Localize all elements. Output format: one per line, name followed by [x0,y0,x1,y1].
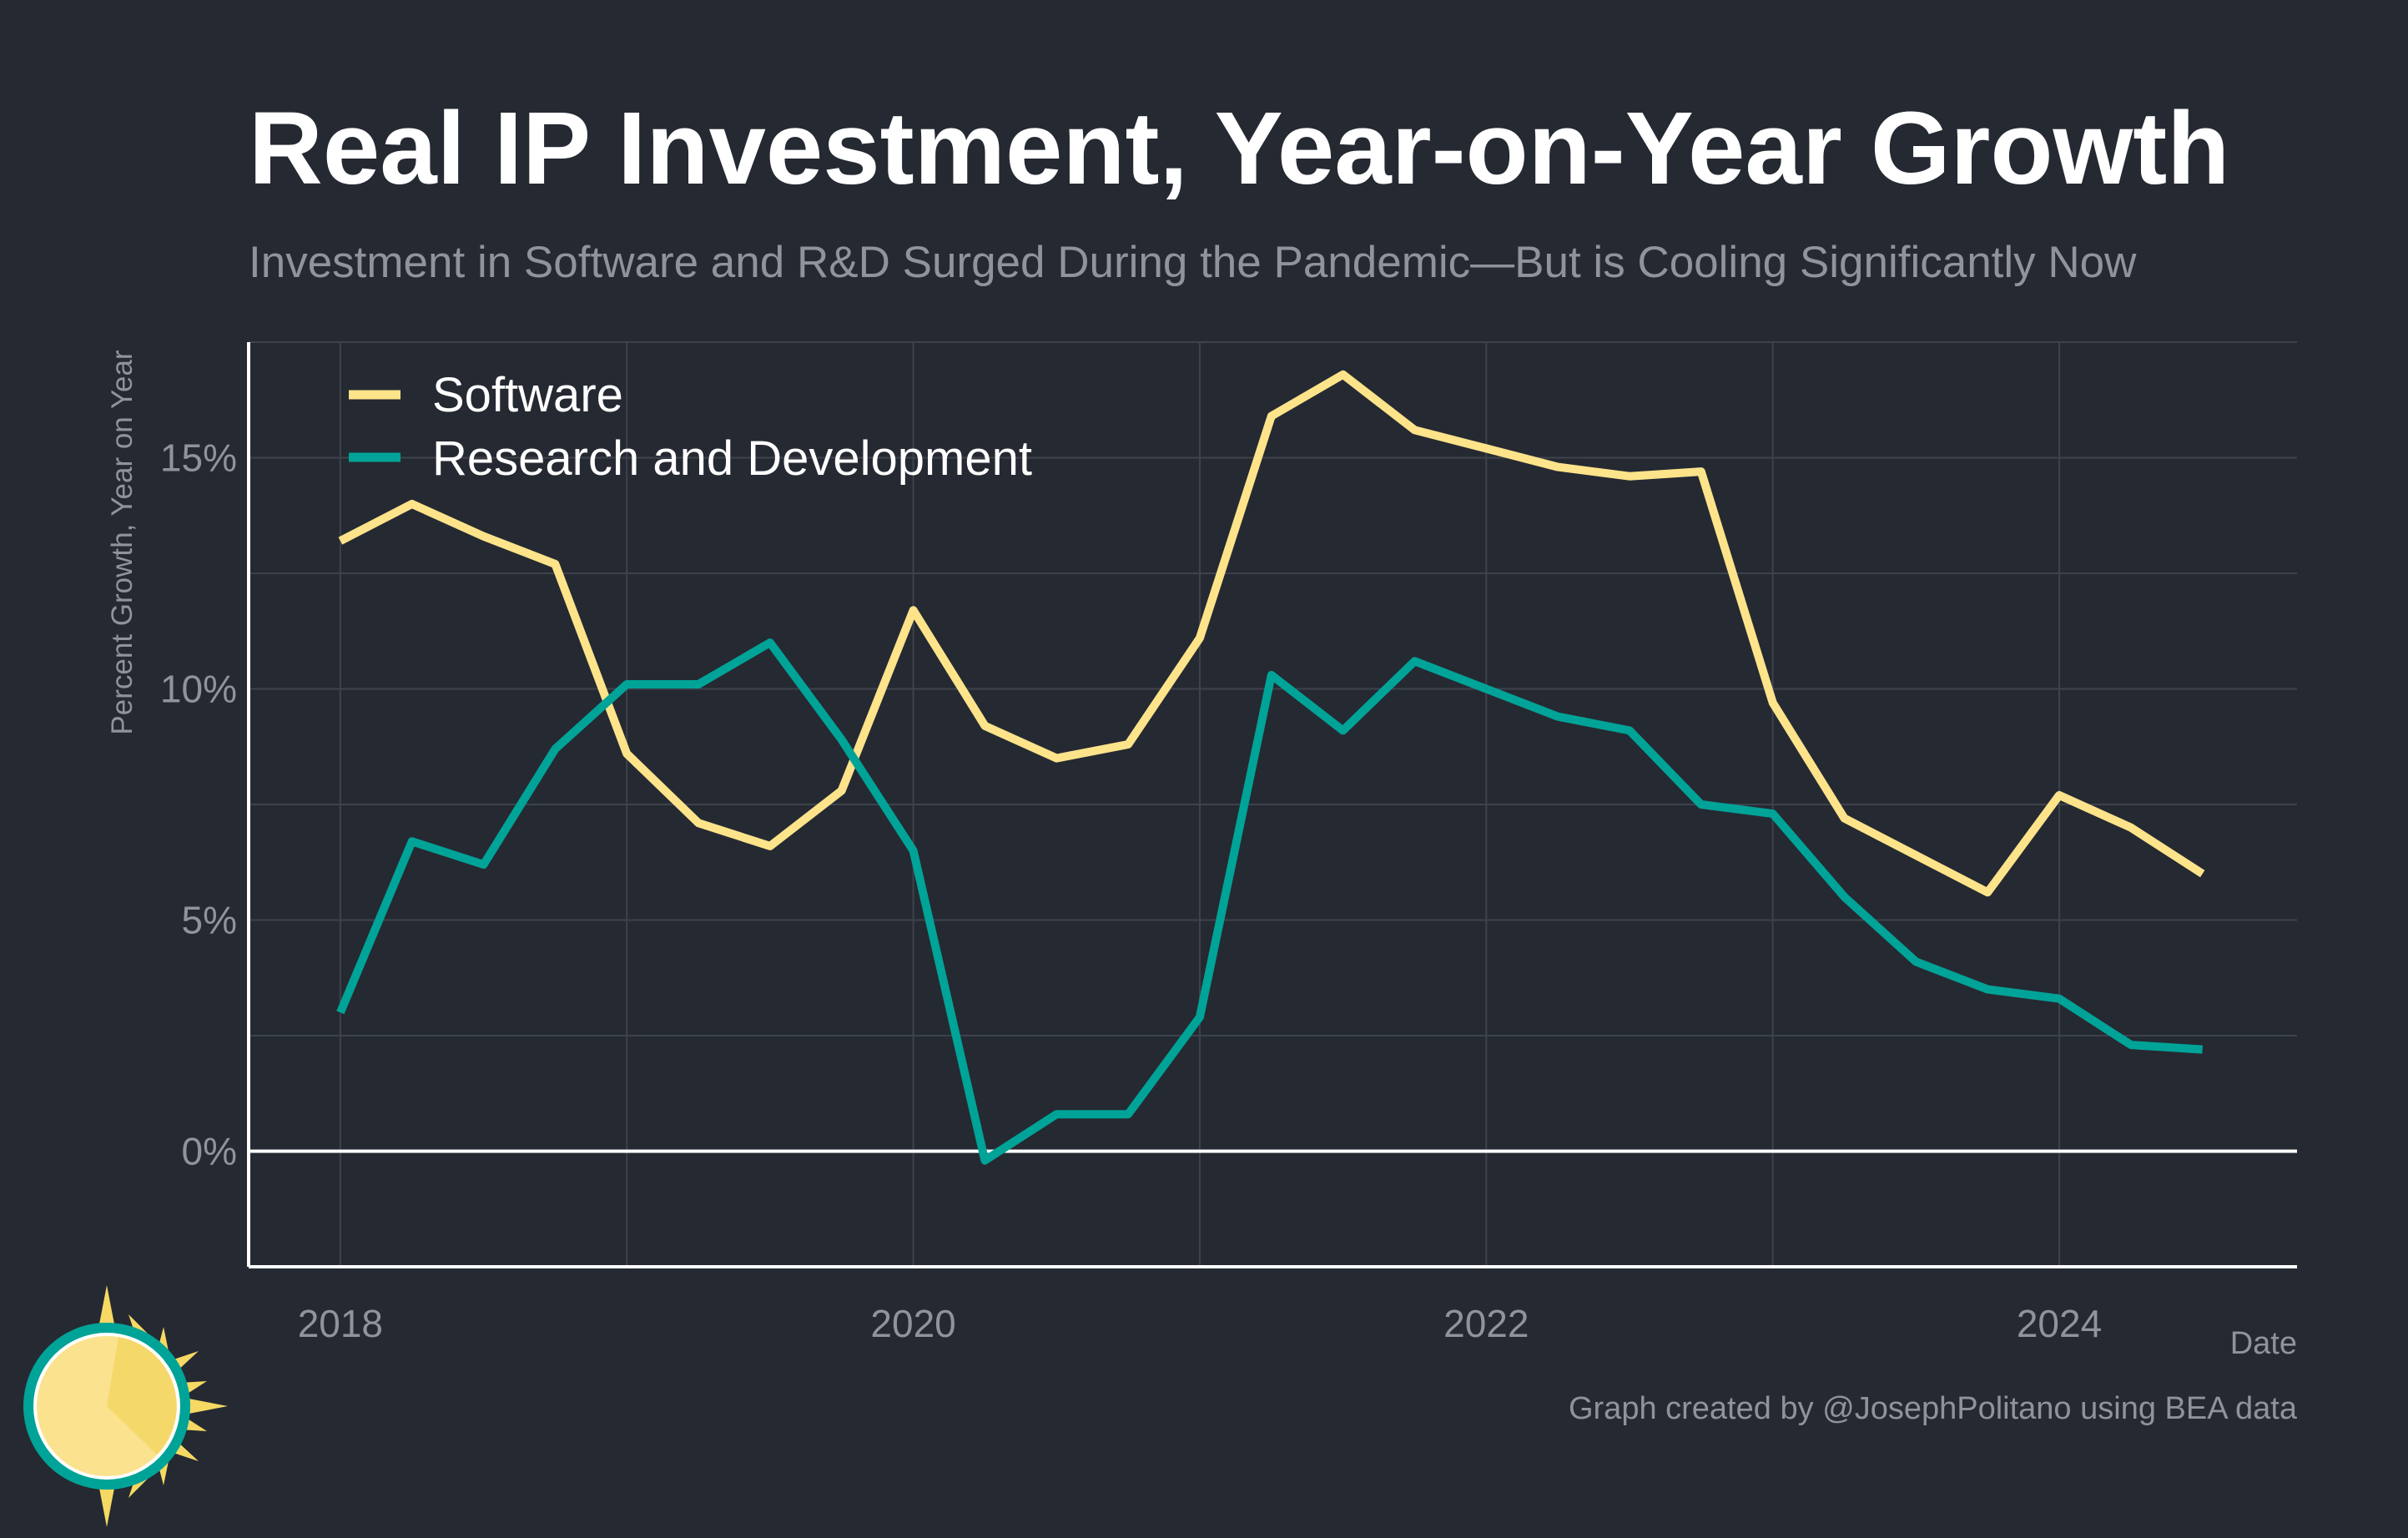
x-axis-label: Date [2230,1326,2297,1361]
y-tick-label: 10% [160,668,237,711]
x-tick-labels: 2018 2020 2022 2024 [298,1302,2102,1345]
legend: Software Research and Development [349,368,1032,486]
y-tick-labels: 0% 5% 10% 15% [160,436,237,1173]
x-tick-label: 2018 [298,1302,383,1345]
grid-lines [249,341,2297,1267]
legend-label-rnd: Research and Development [432,431,1032,486]
series-line-rnd [336,638,2204,1165]
chart-credit: Graph created by @JosephPolitano using B… [1569,1391,2298,1426]
legend-label-software: Software [432,368,623,422]
y-tick-label: 15% [160,436,237,480]
axes [247,342,2297,1268]
x-tick-label: 2024 [2017,1302,2102,1345]
x-tick-label: 2020 [870,1302,955,1345]
y-tick-label: 5% [182,899,237,942]
chart-subtitle: Investment in Software and R&D Surged Du… [249,238,2137,287]
sun-icon [23,1285,228,1527]
series-line-software [338,370,2205,897]
y-tick-label: 0% [182,1130,237,1173]
chart-title: Real IP Investment, Year-on-Year Growth [249,92,2229,206]
x-tick-label: 2022 [1443,1302,1529,1345]
y-axis-label: Percent Growth, Year on Year [106,350,139,734]
plot-series [336,370,2205,1165]
